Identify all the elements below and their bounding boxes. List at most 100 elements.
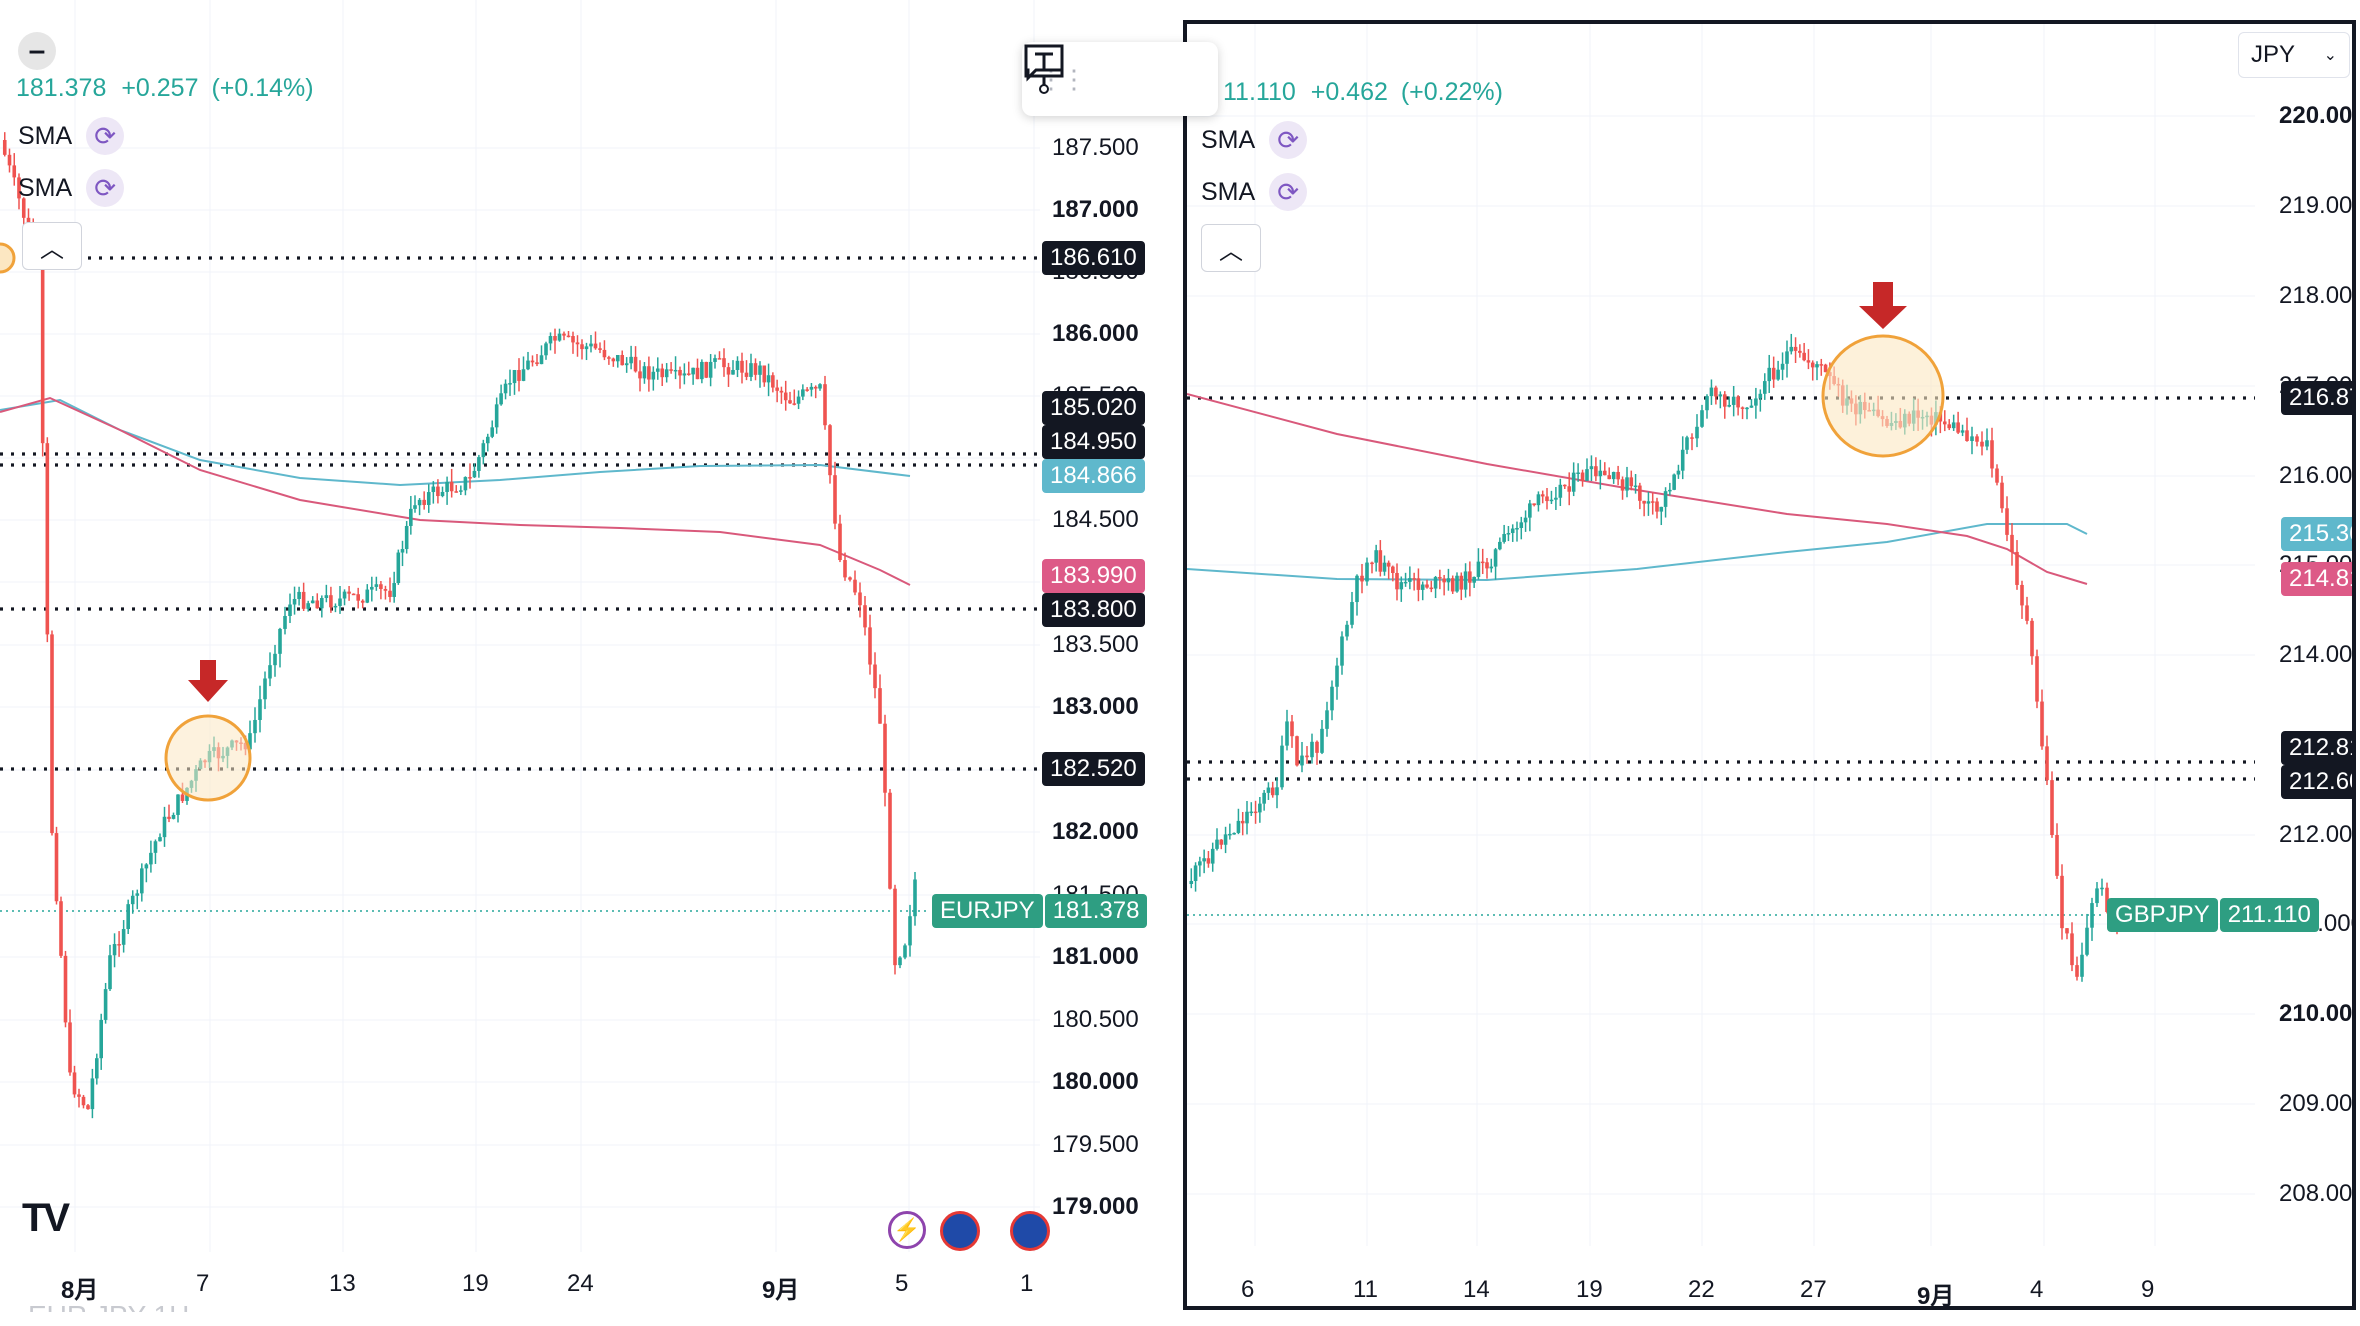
gbpjpy-candle xyxy=(2045,746,2049,781)
eurjpy-candle xyxy=(607,357,611,359)
gbpjpy-candle xyxy=(1355,575,1359,603)
eurjpy-candle xyxy=(149,852,153,865)
gbpjpy-chart-panel[interactable]: 11.110 +0.462 (+0.22%) SMA ⟳ SMA ⟳ ︿ JPY… xyxy=(1183,20,2356,1310)
currency-select[interactable]: JPY ⌄ xyxy=(2238,32,2350,78)
x-axis-tick-label: 24 xyxy=(567,1270,594,1297)
x-axis-tick-label: 27 xyxy=(1800,1276,1827,1303)
eurjpy-candle xyxy=(766,375,771,383)
gbpjpy-candle xyxy=(1562,484,1567,487)
price-level-tag[interactable]: 212.600 xyxy=(2281,765,2352,799)
y-axis-tick-label: 208.000 xyxy=(2279,1180,2353,1207)
price-level-tag[interactable]: 183.990 xyxy=(1042,559,1145,593)
comment-icon[interactable] xyxy=(1024,44,1151,105)
x-axis-tick-label: 14 xyxy=(1463,1276,1490,1303)
current-price-tag[interactable]: EURJPY 181.378 xyxy=(932,894,1148,928)
eurjpy-candle xyxy=(379,584,383,590)
refresh-icon[interactable]: ⟳ xyxy=(86,117,125,155)
price-level-tag[interactable]: 182.520 xyxy=(1042,752,1145,786)
eurjpy-candle xyxy=(490,427,495,437)
gbpjpy-candle xyxy=(1571,472,1576,492)
refresh-icon[interactable]: ⟳ xyxy=(1269,173,1308,211)
eurjpy-candle xyxy=(449,481,454,492)
gbpjpy-candle xyxy=(1232,832,1236,835)
eurjpy-candle xyxy=(740,360,744,373)
chevron-up-icon: ︿ xyxy=(1219,237,1243,265)
price-level-tag[interactable]: 216.870 xyxy=(2281,381,2352,415)
eurjpy-candle xyxy=(404,525,409,550)
gbpjpy-candle xyxy=(2055,835,2059,876)
price-level-tag[interactable]: 184.950 xyxy=(1042,425,1145,459)
price-level-tag[interactable]: 186.610 xyxy=(1042,241,1145,275)
lightning-icon[interactable]: ⚡ xyxy=(888,1211,926,1249)
highlight-circle[interactable] xyxy=(1821,334,1945,458)
current-price-tag[interactable]: GBPJPY 211.110 xyxy=(2107,898,2319,932)
gbpjpy-candle xyxy=(1206,858,1211,864)
eurjpy-candle xyxy=(749,363,753,377)
minimize-button[interactable]: – xyxy=(18,32,56,70)
price-level-tag[interactable]: 212.810 xyxy=(2281,731,2352,765)
down-arrow-icon[interactable] xyxy=(1859,282,1907,329)
gbpjpy-candle xyxy=(1695,426,1699,439)
eurjpy-candle xyxy=(297,591,301,599)
eurjpy-candle xyxy=(553,336,557,341)
down-arrow-icon[interactable] xyxy=(188,660,228,702)
gbpjpy-candle xyxy=(1295,736,1299,766)
tradingview-logo[interactable]: TV xyxy=(22,1196,70,1240)
gbpjpy-candle xyxy=(1412,578,1416,580)
eurjpy-candle xyxy=(642,366,647,379)
eurjpy-chart-canvas[interactable] xyxy=(0,0,1175,1312)
gbpjpy-candle xyxy=(1249,811,1254,814)
gbpjpy-candle xyxy=(1758,393,1763,399)
eurjpy-candle xyxy=(792,403,797,405)
eu-flag-icon[interactable] xyxy=(1010,1211,1050,1251)
collapse-legend-button[interactable]: ︿ xyxy=(22,222,82,270)
eurjpy-candle xyxy=(868,627,872,665)
eurjpy-candle xyxy=(686,373,691,375)
price-level-tag[interactable]: 184.866 xyxy=(1042,459,1145,493)
refresh-icon[interactable]: ⟳ xyxy=(86,169,125,207)
eurjpy-candle xyxy=(499,393,503,405)
sma-fast-line xyxy=(1187,523,2088,582)
eurjpy-candle xyxy=(517,370,521,381)
gbpjpy-candle xyxy=(2080,954,2084,977)
eurjpy-candle xyxy=(647,366,651,380)
collapse-legend-button[interactable]: ︿ xyxy=(1201,224,1261,272)
refresh-icon[interactable]: ⟳ xyxy=(1269,121,1308,159)
gbpjpy-candle xyxy=(2100,887,2104,890)
gbpjpy-candle xyxy=(1611,471,1616,480)
price-level-tag[interactable]: 183.800 xyxy=(1042,593,1145,627)
eurjpy-candle xyxy=(7,154,12,166)
sma-indicator-2[interactable]: SMA ⟳ xyxy=(1201,173,1308,211)
eu-flag-icon[interactable] xyxy=(940,1211,980,1251)
sma-indicator-2[interactable]: SMA ⟳ xyxy=(18,169,125,207)
sma-indicator-1[interactable]: SMA ⟳ xyxy=(18,117,125,155)
gbpjpy-candle xyxy=(1567,486,1572,492)
eurjpy-candle xyxy=(54,833,59,902)
price-level-tag[interactable]: 185.020 xyxy=(1042,391,1145,425)
eurjpy-candle xyxy=(417,499,422,506)
gbpjpy-candle xyxy=(1638,485,1642,501)
price-level-tag[interactable]: 215.362 xyxy=(2281,517,2352,551)
eurjpy-candle xyxy=(268,665,272,679)
price-level-tag[interactable]: 214.819 xyxy=(2281,562,2352,596)
gbpjpy-candle xyxy=(1718,394,1723,397)
eurjpy-candle xyxy=(521,369,526,381)
eurjpy-chart-panel[interactable]: – 181.378 +0.257 (+0.14%) SMA ⟳ SMA ⟳ ︿ … xyxy=(0,0,1175,1312)
eurjpy-candle xyxy=(535,362,539,365)
highlight-circle[interactable] xyxy=(0,242,16,274)
sma-indicator-1[interactable]: SMA ⟳ xyxy=(1201,121,1308,159)
drawing-toolbar[interactable]: ⋮⋮ xyxy=(1022,42,1218,116)
gbpjpy-chart-canvas[interactable] xyxy=(1187,24,2352,1306)
eurjpy-candle xyxy=(180,794,185,801)
gbpjpy-candle xyxy=(1960,430,1965,433)
gbpjpy-candle xyxy=(1659,506,1664,512)
gbpjpy-candle xyxy=(1823,364,1828,373)
text-tool-icon[interactable] xyxy=(1024,44,1218,105)
eurjpy-candle xyxy=(81,1096,86,1106)
highlight-circle[interactable] xyxy=(164,714,252,802)
y-axis-tick-label: 183.000 xyxy=(1052,693,1139,720)
eurjpy-candle xyxy=(655,368,660,372)
eurjpy-candle xyxy=(95,1058,99,1079)
gbpjpy-candle xyxy=(1685,437,1689,450)
x-axis-tick-label: 8月 xyxy=(61,1277,99,1304)
